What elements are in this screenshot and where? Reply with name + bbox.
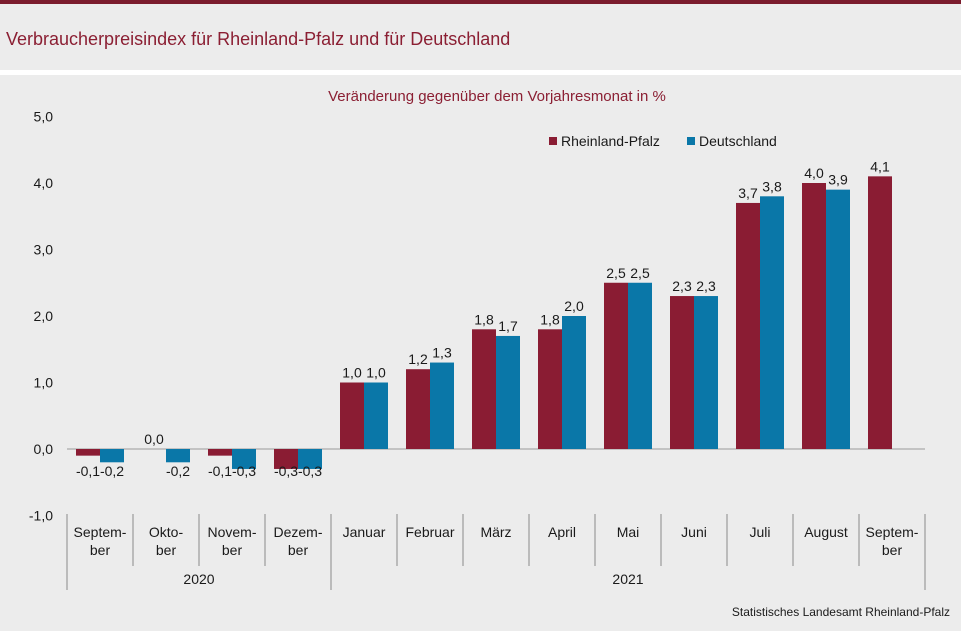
category-label-line2: ber (90, 542, 111, 558)
data-label-rlp: -0,1 (208, 463, 232, 479)
data-label-de: -0,2 (100, 463, 124, 479)
category-label-line1: Septem- (74, 524, 127, 540)
y-tick-label: 4,0 (34, 175, 54, 191)
bar-rlp (472, 329, 496, 449)
bar-de (562, 316, 586, 449)
category-label-line2: ber (156, 542, 177, 558)
data-label-de: 3,9 (828, 172, 848, 188)
legend-swatch-rlp (549, 137, 557, 145)
bar-rlp (538, 329, 562, 449)
category-label-line2: ber (882, 542, 903, 558)
data-label-rlp: 1,0 (342, 365, 362, 381)
data-label-de: 1,0 (366, 365, 386, 381)
category-label: August (804, 524, 848, 540)
category-label: April (548, 524, 576, 540)
bar-rlp (76, 449, 100, 456)
bar-de (826, 189, 850, 449)
source-note: Statistisches Landesamt Rheinland-Pfalz (732, 605, 950, 619)
bar-rlp (670, 296, 694, 449)
bar-rlp (802, 183, 826, 449)
top-accent-bar (0, 0, 961, 4)
y-tick-label: 2,0 (34, 308, 54, 324)
category-label-line1: Okto- (149, 524, 184, 540)
category-label-line1: Novem- (207, 524, 256, 540)
category-label-line2: ber (222, 542, 243, 558)
data-label-rlp: 1,8 (540, 311, 560, 327)
bar-de (100, 449, 124, 463)
category-label-line1: Septem- (866, 524, 919, 540)
bar-rlp (274, 449, 298, 469)
data-label-de: 1,3 (432, 345, 452, 361)
bar-rlp (604, 282, 628, 449)
bar-de (760, 196, 784, 449)
data-label-rlp: -0,1 (76, 463, 100, 479)
bar-rlp (736, 202, 760, 449)
legend-label-rlp: Rheinland-Pfalz (561, 133, 660, 149)
category-label: Juni (681, 524, 707, 540)
data-label-rlp: 3,7 (738, 185, 758, 201)
bar-de (496, 335, 520, 449)
y-tick-label: 0,0 (34, 441, 54, 457)
data-label-de: 2,3 (696, 278, 716, 294)
data-label-rlp: 4,1 (870, 158, 890, 174)
data-label-rlp: 1,8 (474, 311, 494, 327)
legend-swatch-de (687, 137, 695, 145)
category-label: Februar (405, 524, 454, 540)
chart-title: Veränderung gegenüber dem Vorjahresmonat… (328, 88, 666, 105)
category-label-line1: Dezem- (273, 524, 322, 540)
bar-rlp (340, 382, 364, 449)
y-tick-label: 3,0 (34, 242, 54, 258)
bar-de (166, 449, 190, 463)
data-label-de: 2,0 (564, 298, 584, 314)
data-label-rlp: 2,3 (672, 278, 692, 294)
data-label-de: 2,5 (630, 265, 650, 281)
data-label-rlp: 1,2 (408, 351, 428, 367)
bar-de (232, 449, 256, 469)
data-label-de: 1,7 (498, 318, 518, 334)
bar-rlp (868, 176, 892, 449)
y-tick-label: 5,0 (34, 109, 54, 125)
category-label: Januar (343, 524, 386, 540)
y-tick-label: 1,0 (34, 375, 54, 391)
data-label-de: -0,3 (232, 463, 256, 479)
bar-rlp (208, 449, 232, 456)
data-label-rlp: 4,0 (804, 165, 824, 181)
data-label-rlp: -0,3 (274, 463, 298, 479)
category-label: März (480, 524, 511, 540)
bar-de (364, 382, 388, 449)
data-label-rlp: 0,0 (144, 431, 164, 447)
year-label: 2021 (612, 571, 643, 587)
category-label-line2: ber (288, 542, 309, 558)
bar-rlp (406, 369, 430, 449)
category-label: Mai (617, 524, 640, 540)
data-label-de: -0,2 (166, 463, 190, 479)
bar-de (694, 296, 718, 449)
legend-label-de: Deutschland (699, 133, 777, 149)
data-label-de: 3,8 (762, 178, 782, 194)
y-tick-label: -1,0 (29, 508, 53, 524)
bar-de (628, 282, 652, 449)
header: Verbraucherpreisindex für Rheinland-Pfal… (0, 4, 961, 75)
bar-de (430, 362, 454, 449)
bar-de (298, 449, 322, 469)
page-title: Verbraucherpreisindex für Rheinland-Pfal… (6, 29, 511, 49)
data-label-de: -0,3 (298, 463, 322, 479)
year-label: 2020 (183, 571, 214, 587)
category-label: Juli (749, 524, 770, 540)
data-label-rlp: 2,5 (606, 265, 626, 281)
